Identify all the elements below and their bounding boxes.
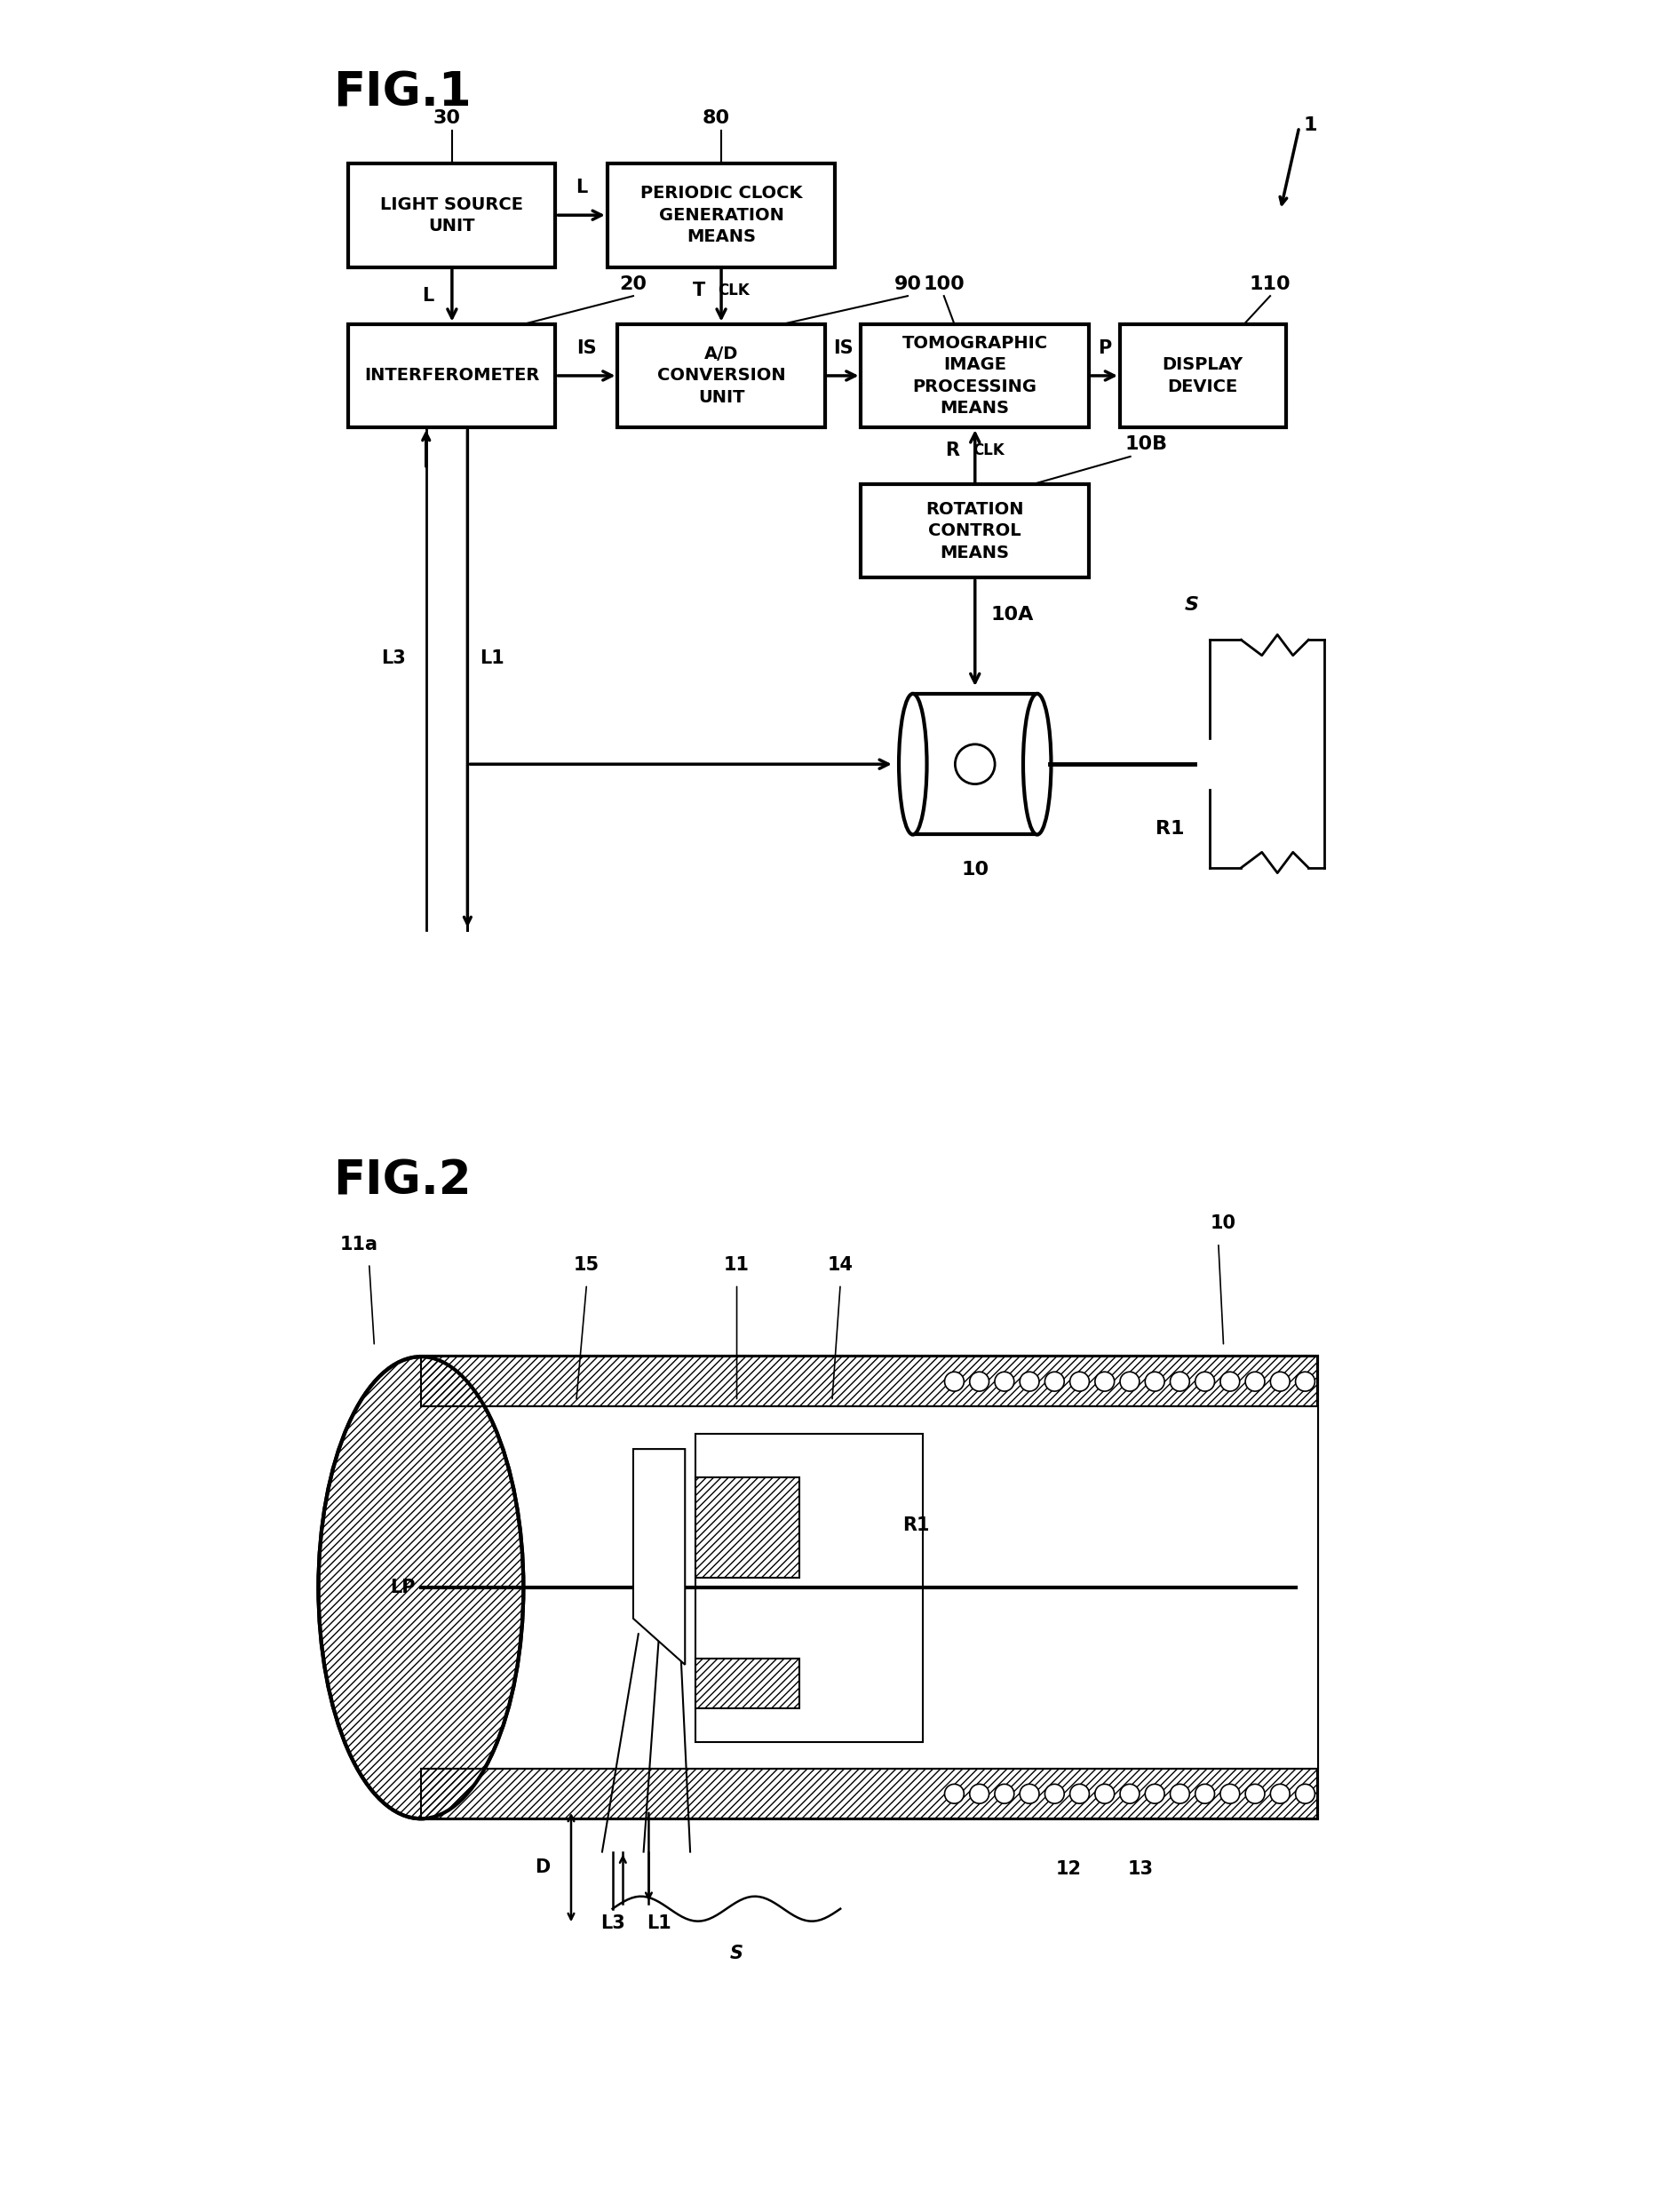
Text: L: L — [576, 179, 588, 197]
Circle shape — [1270, 1371, 1290, 1391]
Text: 13: 13 — [1127, 1860, 1154, 1878]
Text: L1: L1 — [480, 648, 505, 666]
Circle shape — [1071, 1785, 1089, 1803]
Text: D: D — [535, 1858, 551, 1876]
Text: 100: 100 — [923, 274, 964, 292]
Circle shape — [1096, 1371, 1114, 1391]
Text: 11: 11 — [724, 1256, 750, 1274]
Text: ROTATION
CONTROL
MEANS: ROTATION CONTROL MEANS — [926, 502, 1024, 562]
Circle shape — [1044, 1785, 1064, 1803]
Text: 80: 80 — [702, 108, 730, 126]
Circle shape — [969, 1371, 989, 1391]
Bar — [862, 484, 1089, 577]
Circle shape — [994, 1371, 1014, 1391]
Text: 20: 20 — [619, 274, 647, 292]
Text: L1: L1 — [647, 1913, 671, 1931]
Text: L: L — [422, 288, 433, 305]
Text: 1: 1 — [1303, 117, 1316, 135]
Circle shape — [1071, 1371, 1089, 1391]
Text: CLK: CLK — [719, 283, 750, 299]
Bar — [422, 1356, 1316, 1818]
Text: L3: L3 — [601, 1913, 624, 1931]
Text: 11a: 11a — [340, 1234, 378, 1252]
Circle shape — [1120, 1371, 1139, 1391]
Text: 10: 10 — [961, 860, 989, 878]
Circle shape — [1019, 1371, 1039, 1391]
Circle shape — [1019, 1785, 1039, 1803]
Circle shape — [1044, 1371, 1064, 1391]
Text: P: P — [1097, 338, 1111, 356]
Circle shape — [954, 743, 994, 783]
Text: IS: IS — [576, 338, 596, 356]
Text: PERIODIC CLOCK
GENERATION
MEANS: PERIODIC CLOCK GENERATION MEANS — [641, 186, 802, 246]
Bar — [913, 695, 1038, 834]
Circle shape — [1145, 1371, 1164, 1391]
Circle shape — [1245, 1785, 1265, 1803]
Text: R1: R1 — [903, 1517, 930, 1535]
Text: FIG.1: FIG.1 — [334, 71, 471, 117]
Bar — [349, 164, 556, 268]
Circle shape — [994, 1785, 1014, 1803]
Circle shape — [1170, 1371, 1190, 1391]
Circle shape — [1220, 1371, 1240, 1391]
Text: INTERFEROMETER: INTERFEROMETER — [364, 367, 540, 385]
Text: A/D
CONVERSION
UNIT: A/D CONVERSION UNIT — [657, 345, 785, 405]
Circle shape — [1170, 1785, 1190, 1803]
Bar — [862, 323, 1089, 427]
Text: IS: IS — [833, 338, 853, 356]
Circle shape — [1270, 1785, 1290, 1803]
Text: 90: 90 — [893, 274, 921, 292]
Circle shape — [1220, 1785, 1240, 1803]
Circle shape — [945, 1785, 964, 1803]
Circle shape — [1295, 1371, 1315, 1391]
Text: 12: 12 — [1056, 1860, 1081, 1878]
Text: 30: 30 — [433, 108, 460, 126]
Bar — [422, 1356, 1316, 1407]
Text: S: S — [1184, 597, 1199, 615]
Text: 10A: 10A — [991, 606, 1034, 624]
Text: 10B: 10B — [1125, 436, 1169, 453]
Text: LP: LP — [390, 1579, 415, 1597]
Text: CLK: CLK — [973, 442, 1004, 458]
Text: S: S — [730, 1944, 744, 1962]
Text: R1: R1 — [1155, 821, 1184, 838]
Text: L3: L3 — [380, 648, 405, 666]
Text: FIG.2: FIG.2 — [334, 1157, 471, 1203]
Bar — [696, 1433, 923, 1741]
Bar — [696, 1478, 798, 1577]
Text: LIGHT SOURCE
UNIT: LIGHT SOURCE UNIT — [380, 197, 523, 234]
Text: 110: 110 — [1250, 274, 1291, 292]
Text: DISPLAY
DEVICE: DISPLAY DEVICE — [1162, 356, 1243, 396]
Circle shape — [1096, 1785, 1114, 1803]
Text: 14: 14 — [827, 1256, 853, 1274]
Circle shape — [969, 1785, 989, 1803]
Text: 15: 15 — [574, 1256, 599, 1274]
Circle shape — [1120, 1785, 1139, 1803]
Polygon shape — [632, 1449, 686, 1666]
Ellipse shape — [319, 1356, 523, 1818]
Text: 10: 10 — [1210, 1214, 1237, 1232]
Circle shape — [1195, 1371, 1215, 1391]
Circle shape — [1295, 1785, 1315, 1803]
Circle shape — [945, 1371, 964, 1391]
Circle shape — [1195, 1785, 1215, 1803]
Circle shape — [1145, 1785, 1164, 1803]
Bar — [618, 323, 825, 427]
Text: R: R — [945, 442, 959, 460]
Bar — [608, 164, 835, 268]
Bar — [349, 323, 556, 427]
Circle shape — [1245, 1371, 1265, 1391]
Ellipse shape — [1023, 695, 1051, 834]
Bar — [1120, 323, 1286, 427]
Bar — [422, 1407, 1316, 1770]
Ellipse shape — [898, 695, 926, 834]
Text: TOMOGRAPHIC
IMAGE
PROCESSING
MEANS: TOMOGRAPHIC IMAGE PROCESSING MEANS — [901, 334, 1047, 416]
Bar — [422, 1770, 1316, 1818]
Text: T: T — [694, 281, 705, 299]
Bar — [696, 1659, 798, 1708]
